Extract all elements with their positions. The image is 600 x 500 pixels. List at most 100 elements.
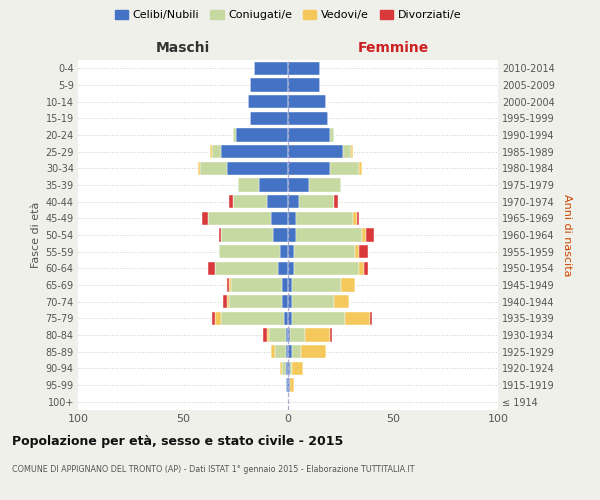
Bar [305,328,330,342]
Bar [223,295,227,308]
Bar [295,245,355,258]
Bar [288,212,296,225]
Bar [299,195,334,208]
Bar [212,312,215,325]
Bar [275,345,286,358]
Bar [282,295,288,308]
Bar [330,162,359,175]
Bar [292,295,334,308]
Bar [292,312,344,325]
Bar [341,278,355,291]
Bar [292,345,301,358]
Text: Popolazione per età, sesso e stato civile - 2015: Popolazione per età, sesso e stato civil… [12,435,343,448]
Bar [218,228,221,241]
Bar [229,295,282,308]
Y-axis label: Fasce di età: Fasce di età [31,202,41,268]
Legend: Celibi/Nubili, Coniugati/e, Vedovi/e, Divorziati/e: Celibi/Nubili, Coniugati/e, Vedovi/e, Di… [110,6,466,25]
Bar [288,62,320,75]
Bar [288,145,343,158]
Bar [288,345,292,358]
Bar [233,128,235,141]
Text: Femmine: Femmine [358,41,428,55]
Bar [254,62,288,75]
Bar [351,145,353,158]
Bar [202,212,208,225]
Bar [358,212,359,225]
Bar [221,312,284,325]
Bar [210,145,212,158]
Bar [200,162,227,175]
Bar [288,245,295,258]
Bar [290,328,305,342]
Bar [288,78,320,92]
Bar [198,162,200,175]
Text: COMUNE DI APPIGNANO DEL TRONTO (AP) - Dati ISTAT 1° gennaio 2015 - Elaborazione : COMUNE DI APPIGNANO DEL TRONTO (AP) - Da… [12,465,415,474]
Bar [290,378,295,392]
Bar [288,328,290,342]
Bar [227,278,229,291]
Bar [290,362,292,375]
Bar [233,195,267,208]
Bar [355,245,359,258]
Bar [296,228,361,241]
Bar [301,345,326,358]
Bar [359,245,368,258]
Bar [229,278,232,291]
Bar [286,345,288,358]
Bar [359,262,364,275]
Bar [232,278,282,291]
Bar [277,262,288,275]
Bar [370,312,372,325]
Bar [334,195,338,208]
Bar [284,312,288,325]
Bar [288,262,295,275]
Bar [353,212,358,225]
Bar [288,278,292,291]
Text: Maschi: Maschi [156,41,210,55]
Bar [215,312,221,325]
Bar [361,228,366,241]
Bar [215,262,277,275]
Bar [343,145,351,158]
Bar [309,178,341,192]
Bar [345,312,370,325]
Bar [296,212,353,225]
Bar [366,228,374,241]
Bar [288,295,292,308]
Bar [221,228,274,241]
Bar [238,178,259,192]
Bar [292,278,341,291]
Bar [288,95,326,108]
Bar [227,162,288,175]
Bar [295,262,359,275]
Bar [271,212,288,225]
Bar [282,278,288,291]
Bar [250,112,288,125]
Bar [263,328,267,342]
Bar [280,362,282,375]
Bar [288,195,299,208]
Bar [334,295,349,308]
Bar [288,228,296,241]
Bar [208,212,271,225]
Bar [364,262,368,275]
Bar [288,312,292,325]
Bar [212,145,221,158]
Bar [288,162,330,175]
Bar [250,78,288,92]
Bar [208,262,215,275]
Bar [288,112,328,125]
Bar [267,195,288,208]
Bar [330,128,334,141]
Bar [267,328,269,342]
Bar [286,378,288,392]
Bar [288,362,290,375]
Bar [288,378,290,392]
Bar [286,328,288,342]
Bar [259,178,288,192]
Bar [292,362,303,375]
Bar [271,345,275,358]
Bar [282,362,286,375]
Bar [227,295,229,308]
Bar [219,245,280,258]
